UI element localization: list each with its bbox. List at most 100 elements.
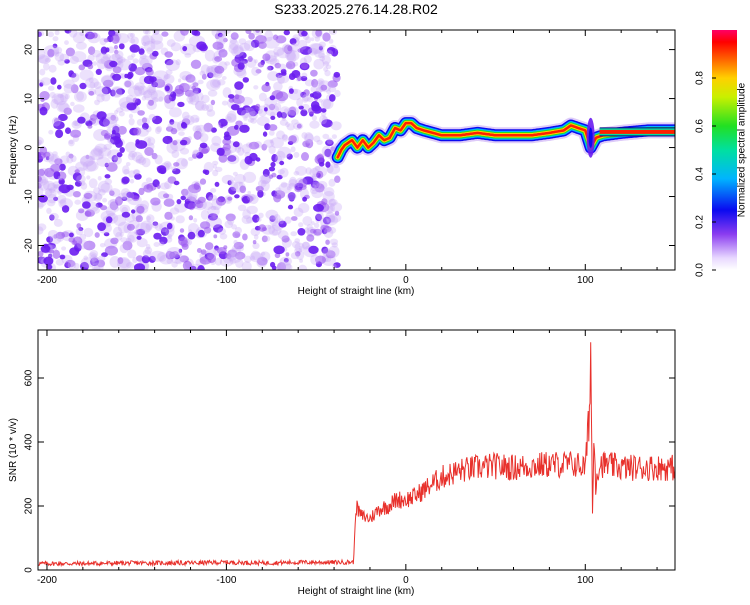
noise-blob: [65, 151, 71, 157]
noise-blob: [329, 238, 339, 245]
noise-blob: [93, 81, 102, 90]
noise-blob: [151, 152, 158, 160]
noise-blob: [214, 181, 220, 187]
noise-blob: [326, 164, 341, 175]
noise-blob: [201, 148, 209, 154]
noise-blob: [164, 85, 170, 92]
noise-blob: [330, 121, 342, 131]
noise-blob: [48, 85, 55, 91]
noise-blob: [318, 52, 326, 59]
noise-blob: [291, 119, 299, 125]
noise-blob: [313, 135, 321, 143]
noise-blob: [156, 165, 167, 174]
noise-blob: [255, 103, 261, 110]
noise-blob: [119, 243, 129, 254]
noise-blob: [159, 182, 170, 190]
noise-blob: [215, 166, 223, 173]
noise-blob: [139, 58, 150, 69]
noise-blob: [322, 133, 330, 139]
noise-blob: [305, 167, 313, 175]
noise-blob: [129, 38, 136, 44]
noise-blob: [169, 90, 174, 95]
noise-blob: [132, 169, 141, 176]
noise-blob: [217, 30, 223, 34]
noise-blob: [150, 33, 163, 45]
noise-blob: [150, 250, 166, 262]
noise-blob: [334, 210, 340, 216]
noise-blob: [131, 209, 136, 214]
noise-blob: [141, 96, 147, 101]
noise-blob: [150, 40, 164, 50]
noise-blob: [68, 232, 74, 238]
noise-blob: [171, 149, 180, 159]
noise-blob: [311, 78, 319, 88]
noise-blob: [101, 252, 108, 258]
noise-blob: [219, 233, 228, 240]
noise-blob: [201, 201, 213, 211]
noise-blob: [324, 148, 332, 158]
noise-blob: [320, 98, 332, 110]
noise-blob: [259, 174, 271, 185]
noise-blob: [192, 125, 202, 133]
noise-blob: [284, 216, 292, 224]
noise-blob: [170, 127, 178, 135]
noise-blob: [163, 198, 175, 207]
noise-blob: [188, 223, 199, 234]
noise-blob: [70, 155, 77, 163]
noise-blob: [172, 168, 181, 175]
noise-blob: [199, 133, 209, 143]
x-tick-label: 100: [577, 575, 594, 586]
noise-blob: [262, 131, 268, 137]
noise-blob: [315, 213, 322, 222]
noise-blob: [49, 187, 56, 194]
noise-blob: [301, 152, 309, 161]
noise-blob: [288, 179, 298, 187]
noise-blob: [68, 139, 75, 147]
noise-blob: [59, 199, 67, 207]
noise-blob: [286, 192, 297, 201]
noise-blob: [88, 178, 98, 189]
noise-blob: [276, 47, 291, 59]
noise-blob: [187, 136, 192, 141]
noise-blob: [63, 83, 74, 94]
colorbar-tick-label: 0.6: [695, 119, 706, 133]
noise-blob: [318, 45, 323, 51]
noise-blob: [290, 231, 298, 237]
noise-blob: [52, 43, 58, 49]
noise-blob: [196, 248, 202, 253]
noise-blob: [38, 226, 44, 235]
noise-blob: [132, 97, 138, 103]
noise-blob: [232, 141, 240, 148]
noise-blob: [207, 253, 217, 263]
noise-blob: [247, 190, 251, 196]
noise-blob: [125, 237, 132, 243]
noise-blob: [322, 202, 335, 215]
noise-blob: [329, 202, 343, 213]
noise-blob: [329, 94, 336, 102]
noise-blob: [255, 30, 260, 33]
noise-blob: [130, 36, 139, 46]
noise-blob: [257, 190, 264, 198]
noise-blob: [132, 58, 139, 64]
noise-blob: [116, 88, 125, 95]
noise-blob: [93, 192, 102, 202]
noise-blob: [256, 257, 268, 266]
noise-blob: [301, 62, 309, 70]
noise-blob: [39, 91, 50, 101]
noise-blob: [153, 242, 160, 247]
noise-blob: [117, 221, 131, 234]
noise-blob: [277, 230, 289, 240]
noise-blob: [205, 192, 214, 201]
noise-blob: [225, 113, 237, 124]
noise-blob: [299, 258, 303, 263]
noise-blob: [143, 89, 158, 101]
noise-blob: [80, 261, 89, 270]
noise-blob: [152, 97, 159, 103]
noise-blob: [321, 108, 327, 113]
noise-blob: [87, 63, 94, 70]
noise-blob: [307, 97, 314, 103]
noise-blob: [311, 188, 324, 199]
noise-blob: [192, 82, 199, 87]
noise-blob: [229, 257, 237, 265]
noise-blob: [262, 53, 271, 61]
